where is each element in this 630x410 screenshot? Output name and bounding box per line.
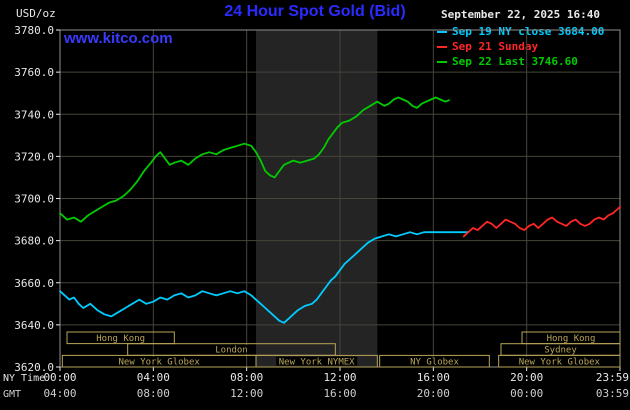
session-label-bg [542,345,579,354]
x-tick-label-ny: 00:00 [43,371,76,384]
x-tick-label-ny: 12:00 [323,371,356,384]
x-tick-label-ny: 08:00 [230,371,263,384]
y-tick-label: 3760.0 [14,66,54,79]
chart-datetime: September 22, 2025 16:40 [441,8,600,21]
chart-title: 24 Hour Spot Gold (Bid) [224,3,406,20]
x-tick-label-gmt: 00:00 [510,387,543,400]
session-box [66,331,175,345]
x-tick-label-ny: 04:00 [137,371,170,384]
x-tick-label-gmt: 16:00 [323,387,356,400]
session-label: New York NYMEX [279,357,355,367]
legend-dash-cyan-icon [437,31,447,33]
session-label: New York Globex [119,357,201,367]
y-axis-units-label: USD/oz [16,7,56,20]
session-label-bg [93,333,148,343]
session-box [255,354,378,368]
session-label-bg [516,356,603,366]
x-tick-label-gmt: 04:00 [43,387,76,400]
y-tick-label: 3620.0 [14,361,54,374]
session-box [498,354,621,368]
x-tick-label-gmt: 12:00 [230,387,263,400]
y-tick-label: 3680.0 [14,235,54,248]
ny-time-axis-label: NY Time [3,373,45,384]
session-box [379,354,490,368]
y-tick-label: 3720.0 [14,150,54,163]
session-label: NY Globex [410,357,459,367]
series-line-sep-21-sunday [462,205,621,238]
session-label-bg [407,356,462,366]
session-label-bg [115,356,203,366]
legend-item-sep22: Sep 22 Last 3746.60 [437,54,604,69]
y-tick-label: 3640.0 [14,319,54,332]
session-label-bg [276,356,358,366]
kitco-watermark-link[interactable]: www.kitco.com [64,30,173,47]
legend: Sep 19 NY close 3684.00 Sep 21 Sunday Se… [437,24,604,69]
gmt-axis-label: GMT [3,389,21,400]
x-tick-label-gmt: 03:59 [596,387,629,400]
x-tick-label-ny: 23:59 [596,371,629,384]
x-tick-label-ny: 16:00 [417,371,450,384]
session-label: Hong Kong [547,334,596,344]
y-tick-label: 3740.0 [14,108,54,121]
x-tick-label-ny: 20:00 [510,371,543,384]
legend-label: Sep 19 NY close 3684.00 [452,25,605,38]
session-label: London [215,346,248,356]
session-label: New York Globex [519,357,601,367]
y-tick-label: 3660.0 [14,277,54,290]
legend-dash-green-icon [437,61,447,63]
legend-item-sep21: Sep 21 Sunday [437,39,604,54]
x-tick-label-gmt: 08:00 [137,387,170,400]
y-tick-label: 3780.0 [14,24,54,37]
series-line-sep-22-last [59,96,450,223]
legend-label: Sep 22 Last 3746.60 [452,55,578,68]
y-tick-label: 3700.0 [14,193,54,206]
session-label: Hong Kong [96,334,145,344]
series-line-sep-19-ny-close [59,231,470,324]
session-label-bg [213,345,250,354]
legend-label: Sep 21 Sunday [452,40,539,53]
session-label: Sydney [544,346,577,356]
x-tick-label-gmt: 20:00 [417,387,450,400]
session-label-bg [544,333,598,343]
legend-dash-red-icon [437,46,447,48]
legend-item-sep19: Sep 19 NY close 3684.00 [437,24,604,39]
